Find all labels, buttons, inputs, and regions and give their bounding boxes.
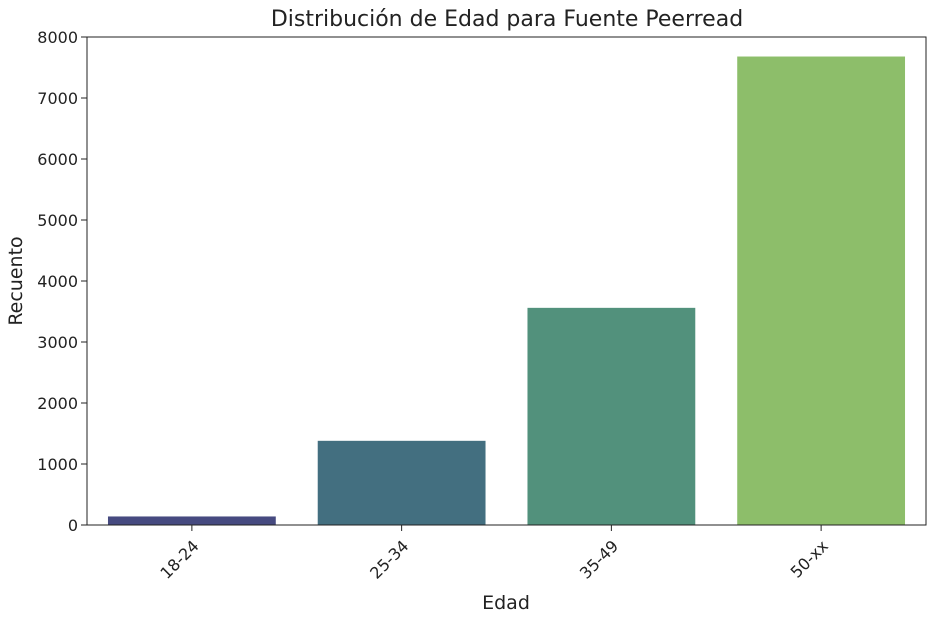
y-tick-label: 2000: [37, 394, 78, 413]
bar-50-xx: [737, 56, 906, 526]
x-tick-label: 50-xx: [787, 536, 832, 581]
y-axis-label: Recuento: [5, 236, 27, 325]
x-tick-label: 25-34: [366, 536, 412, 582]
y-tick-label: 0: [68, 516, 78, 535]
y-tick-label: 7000: [37, 89, 78, 108]
y-tick-label: 4000: [37, 272, 78, 291]
bar-25-34: [317, 440, 486, 525]
bars-group: [107, 56, 906, 526]
chart-title: Distribución de Edad para Fuente Peerrea…: [271, 7, 743, 32]
bar-35-49: [527, 307, 696, 525]
plot-frame: [86, 36, 927, 526]
y-tick-label: 3000: [37, 333, 78, 352]
bar-18-24: [107, 516, 276, 525]
x-tick-label: 18-24: [156, 536, 202, 582]
y-tick-label: 5000: [37, 211, 78, 230]
y-tick-label: 8000: [37, 28, 78, 47]
x-axis-label: Edad: [482, 592, 530, 614]
x-tick-label: 35-49: [576, 536, 622, 582]
y-tick-label: 6000: [37, 150, 78, 169]
x-axis-ticks: 18-24 25-34 35-49 50-xx: [156, 525, 832, 583]
y-tick-label: 1000: [37, 455, 78, 474]
y-axis-ticks: 0 1000 2000 3000 4000 5000 6000 7000 8000: [37, 28, 87, 535]
